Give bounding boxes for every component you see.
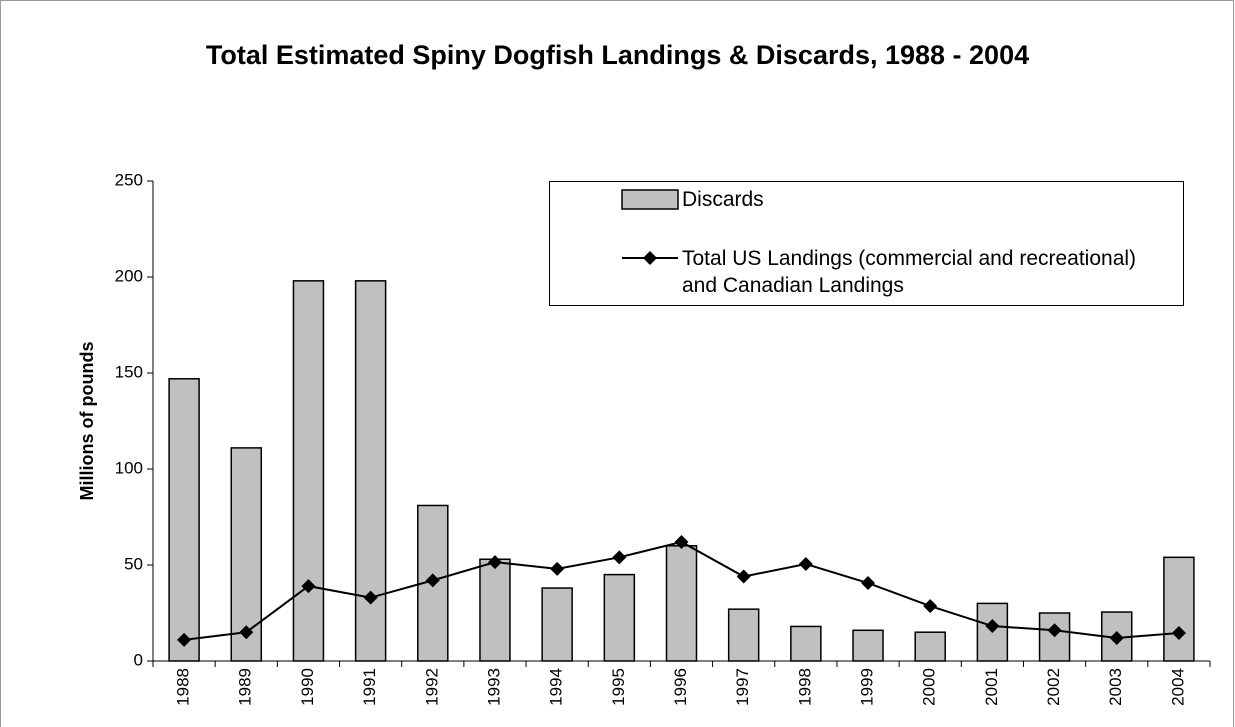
x-tick-label: 1988 bbox=[174, 668, 193, 706]
bar bbox=[1163, 556, 1195, 662]
marker bbox=[1109, 630, 1124, 645]
y-tick-label: 250 bbox=[115, 170, 143, 189]
x-tick-label: 2000 bbox=[920, 668, 939, 706]
x-tick-label: 1996 bbox=[671, 668, 690, 706]
bar bbox=[727, 608, 760, 662]
x-tick-label: 2004 bbox=[1168, 668, 1187, 706]
x-tick-label: 1998 bbox=[795, 668, 814, 706]
marker bbox=[1047, 623, 1062, 638]
x-tick-label: 1994 bbox=[547, 668, 566, 706]
marker bbox=[1171, 625, 1186, 640]
x-tick-label: 2003 bbox=[1106, 668, 1125, 706]
y-tick-label: 0 bbox=[134, 650, 143, 669]
bar bbox=[790, 625, 822, 662]
marker bbox=[798, 557, 813, 572]
bar bbox=[665, 545, 698, 662]
x-tick-label: 1990 bbox=[298, 668, 317, 706]
bar bbox=[541, 587, 573, 662]
x-tick-label: 2001 bbox=[982, 668, 1001, 706]
y-axis-label: Millions of pounds bbox=[77, 342, 97, 501]
bar bbox=[292, 280, 325, 662]
legend-label: Discards bbox=[682, 188, 764, 211]
x-tick-label: 1993 bbox=[484, 668, 503, 706]
marker bbox=[301, 579, 316, 594]
chart-title: Total Estimated Spiny Dogfish Landings &… bbox=[205, 40, 1030, 70]
marker bbox=[363, 590, 378, 605]
marker bbox=[239, 625, 254, 640]
bar bbox=[168, 378, 200, 662]
marker bbox=[177, 632, 192, 647]
marker bbox=[923, 599, 938, 614]
marker bbox=[612, 550, 627, 565]
bar bbox=[479, 558, 511, 662]
bar bbox=[603, 573, 636, 662]
marker bbox=[985, 619, 1000, 634]
marker bbox=[487, 555, 502, 570]
x-tick-label: 1989 bbox=[236, 668, 255, 706]
y-tick-label: 100 bbox=[115, 458, 143, 477]
y-tick-label: 200 bbox=[115, 266, 143, 285]
bar bbox=[914, 631, 946, 662]
y-tick-label: 50 bbox=[124, 554, 143, 573]
marker bbox=[861, 576, 876, 591]
x-tick-label: 1999 bbox=[858, 668, 877, 706]
legend-swatch bbox=[621, 189, 679, 210]
x-tick-label: 1991 bbox=[360, 668, 379, 706]
marker bbox=[425, 573, 440, 588]
x-tick-label: 2002 bbox=[1044, 668, 1063, 706]
y-tick-label: 150 bbox=[115, 362, 143, 381]
legend-swatch bbox=[643, 251, 657, 265]
marker bbox=[736, 569, 751, 584]
bar bbox=[852, 629, 884, 662]
x-tick-label: 1992 bbox=[422, 668, 441, 706]
marker bbox=[674, 534, 689, 549]
marker bbox=[550, 561, 565, 576]
legend-label: Total US Landings (commercial and recrea… bbox=[682, 247, 1137, 297]
x-tick-label: 1997 bbox=[733, 668, 752, 706]
x-tick-label: 1995 bbox=[609, 668, 628, 706]
